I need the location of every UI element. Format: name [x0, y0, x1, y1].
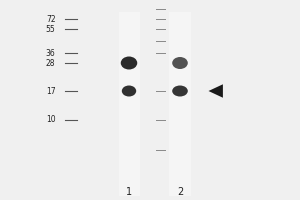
Text: 1: 1 [126, 187, 132, 197]
Ellipse shape [121, 56, 137, 70]
Text: 17: 17 [46, 87, 56, 96]
Text: 10: 10 [46, 116, 56, 124]
Polygon shape [208, 84, 223, 98]
Text: 36: 36 [46, 48, 56, 58]
Bar [169, 12, 190, 196]
Text: 72: 72 [46, 15, 56, 23]
Bar [118, 12, 140, 196]
Ellipse shape [122, 86, 136, 97]
Text: 2: 2 [177, 187, 183, 197]
Text: 28: 28 [46, 58, 56, 68]
Ellipse shape [172, 86, 188, 97]
Text: 55: 55 [46, 24, 56, 33]
Ellipse shape [172, 57, 188, 69]
